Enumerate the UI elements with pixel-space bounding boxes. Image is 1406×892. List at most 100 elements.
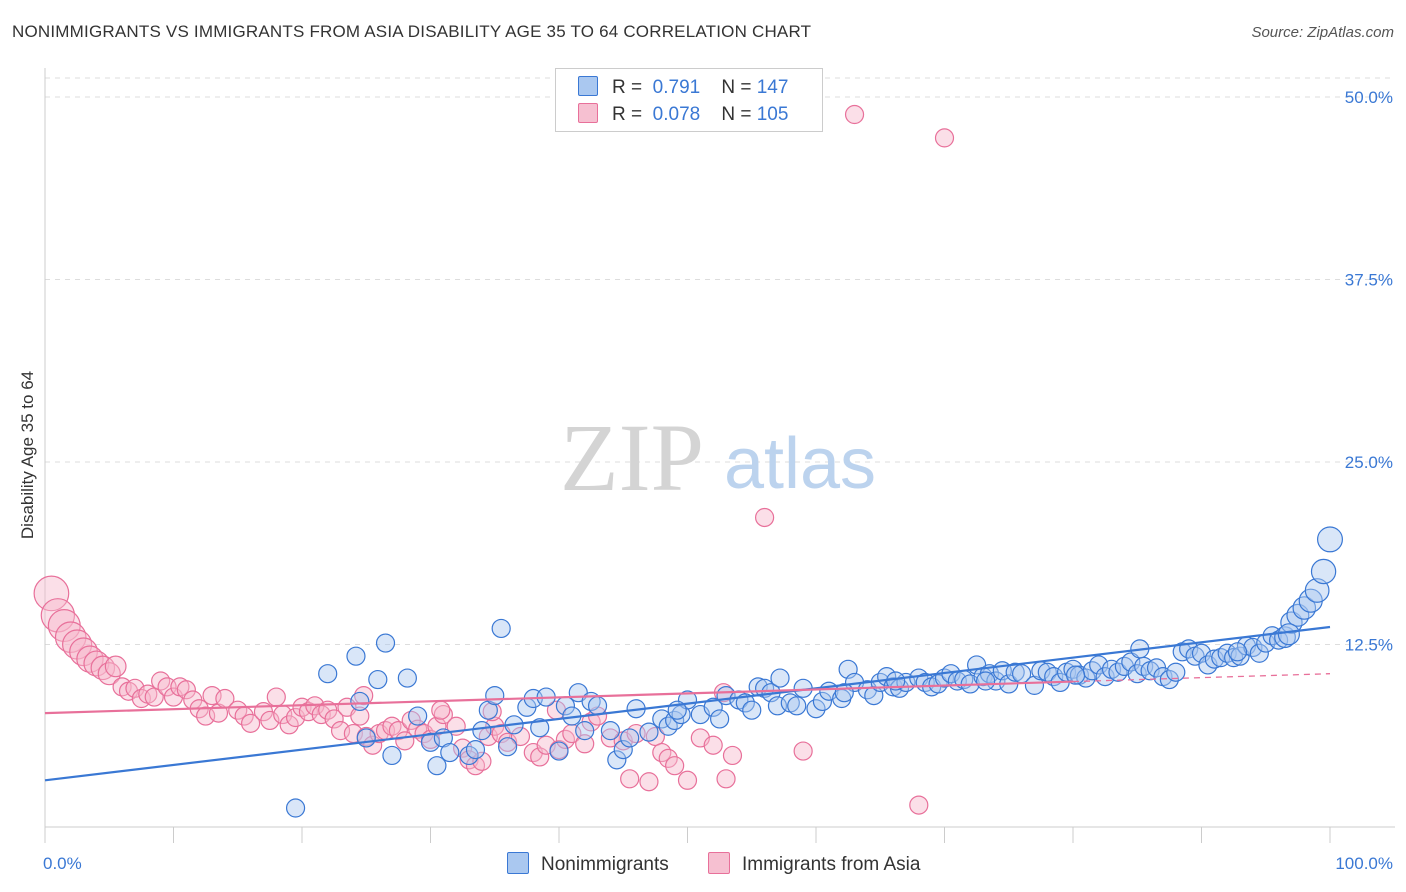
point-immigrants [909, 795, 929, 815]
point-nonimmigrants [356, 728, 376, 748]
point-immigrants [241, 713, 261, 733]
point-immigrants [350, 706, 370, 726]
legend-n-value: 147 [756, 77, 789, 98]
point-nonimmigrants [408, 706, 428, 726]
point-immigrants [703, 735, 723, 755]
point-nonimmigrants [742, 700, 762, 720]
point-nonimmigrants [1089, 655, 1109, 675]
point-nonimmigrants [1316, 526, 1343, 553]
legend-n-label: N = [721, 104, 752, 125]
point-immigrants [388, 721, 408, 741]
legend-n-label: N = [721, 77, 752, 98]
trend-line-nonimmigrants [44, 625, 1331, 782]
trend-lines [44, 625, 1331, 782]
point-nonimmigrants [427, 756, 447, 776]
y-tick-label: 50.0% [1345, 88, 1393, 107]
y-axis-label: Disability Age 35 to 64 [18, 370, 37, 540]
point-nonimmigrants [397, 668, 417, 688]
point-nonimmigrants [1304, 578, 1330, 603]
point-nonimmigrants [440, 742, 460, 763]
point-nonimmigrants [1292, 596, 1317, 620]
point-nonimmigrants [1005, 662, 1025, 682]
bottom-legend-label: Nonimmigrants [541, 854, 669, 875]
legend-row-immigrants: R = 0.078 N = 105 [578, 103, 788, 127]
y-tick-label: 37.5% [1345, 271, 1393, 290]
bottom-legend-immigrants: Immigrants from Asia [708, 852, 920, 876]
point-immigrants [510, 726, 531, 747]
point-nonimmigrants [886, 671, 906, 691]
point-immigrants [934, 128, 955, 148]
point-immigrants [33, 575, 70, 612]
point-immigrants [575, 734, 595, 754]
series-nonimmigrants [285, 526, 1343, 818]
source-credit: Source: ZipAtlas.com [1251, 24, 1394, 41]
point-immigrants [104, 655, 127, 678]
legend: R = 0.791 N = 147 R = 0.078 N = 105 [555, 68, 823, 132]
point-nonimmigrants [639, 722, 659, 742]
watermark-zip: ZIP [560, 404, 704, 511]
point-nonimmigrants [382, 745, 402, 766]
point-immigrants [844, 104, 865, 125]
legend-swatch-blue [578, 76, 598, 96]
point-immigrants [83, 650, 110, 677]
point-nonimmigrants [485, 685, 505, 706]
trend-line-immigrants-extension [1072, 673, 1331, 683]
bottom-legend-swatch-blue [507, 852, 529, 874]
point-immigrants [677, 770, 698, 790]
y-tick-label: 12.5% [1345, 636, 1393, 655]
legend-row-nonimmigrants: R = 0.791 N = 147 [578, 76, 788, 100]
point-nonimmigrants [498, 737, 518, 757]
point-immigrants [40, 598, 76, 633]
point-nonimmigrants [285, 798, 306, 818]
point-nonimmigrants [1121, 652, 1141, 672]
watermark: ZIP atlas [560, 404, 876, 511]
point-immigrants [530, 747, 550, 767]
grid-lines [45, 77, 1395, 645]
watermark-atlas: atlas [724, 424, 876, 504]
chart-title: NONIMMIGRANTS VS IMMIGRANTS FROM ASIA DI… [12, 22, 812, 41]
point-nonimmigrants [491, 618, 511, 639]
y-tick-label: 25.0% [1345, 453, 1393, 472]
point-immigrants [665, 756, 685, 776]
legend-r-label: R = [612, 104, 643, 125]
series-immigrants-from-asia [33, 104, 955, 815]
point-nonimmigrants [318, 664, 338, 684]
point-nonimmigrants [703, 697, 723, 717]
point-nonimmigrants [575, 721, 595, 741]
legend-r-value: 0.791 [652, 77, 701, 98]
point-nonimmigrants [1159, 669, 1179, 690]
tick-labels: 12.5% 25.0% 37.5% 50.0% 0.0% 100.0% [43, 88, 1393, 873]
point-immigrants [716, 769, 736, 789]
point-nonimmigrants [735, 693, 755, 713]
trend-line-immigrants [44, 680, 1074, 715]
point-nonimmigrants [346, 646, 366, 666]
point-immigrants [722, 745, 743, 766]
point-nonimmigrants [1166, 662, 1186, 682]
point-nonimmigrants [976, 671, 996, 691]
legend-r-label: R = [612, 77, 643, 98]
point-nonimmigrants [1227, 642, 1248, 662]
point-nonimmigrants [549, 741, 569, 761]
bottom-legend-nonimmigrants: Nonimmigrants [507, 852, 669, 876]
point-nonimmigrants [1310, 558, 1337, 585]
point-nonimmigrants [806, 699, 826, 719]
point-nonimmigrants [607, 750, 627, 770]
point-nonimmigrants [472, 721, 492, 741]
point-nonimmigrants [787, 696, 807, 716]
x-tick-label: 0.0% [43, 854, 82, 873]
point-immigrants [658, 748, 678, 768]
point-immigrants [176, 680, 196, 700]
legend-r-value: 0.078 [652, 104, 701, 125]
bottom-legend-label: Immigrants from Asia [742, 854, 921, 875]
point-nonimmigrants [350, 691, 370, 712]
axes [44, 68, 1395, 843]
point-nonimmigrants [770, 668, 790, 688]
point-immigrants [324, 709, 344, 729]
point-nonimmigrants [812, 691, 833, 712]
point-nonimmigrants [530, 718, 550, 738]
point-nonimmigrants [375, 633, 396, 653]
bottom-legend-swatch-pink [708, 852, 730, 874]
point-nonimmigrants [600, 721, 621, 741]
legend-n-value: 105 [756, 104, 789, 125]
